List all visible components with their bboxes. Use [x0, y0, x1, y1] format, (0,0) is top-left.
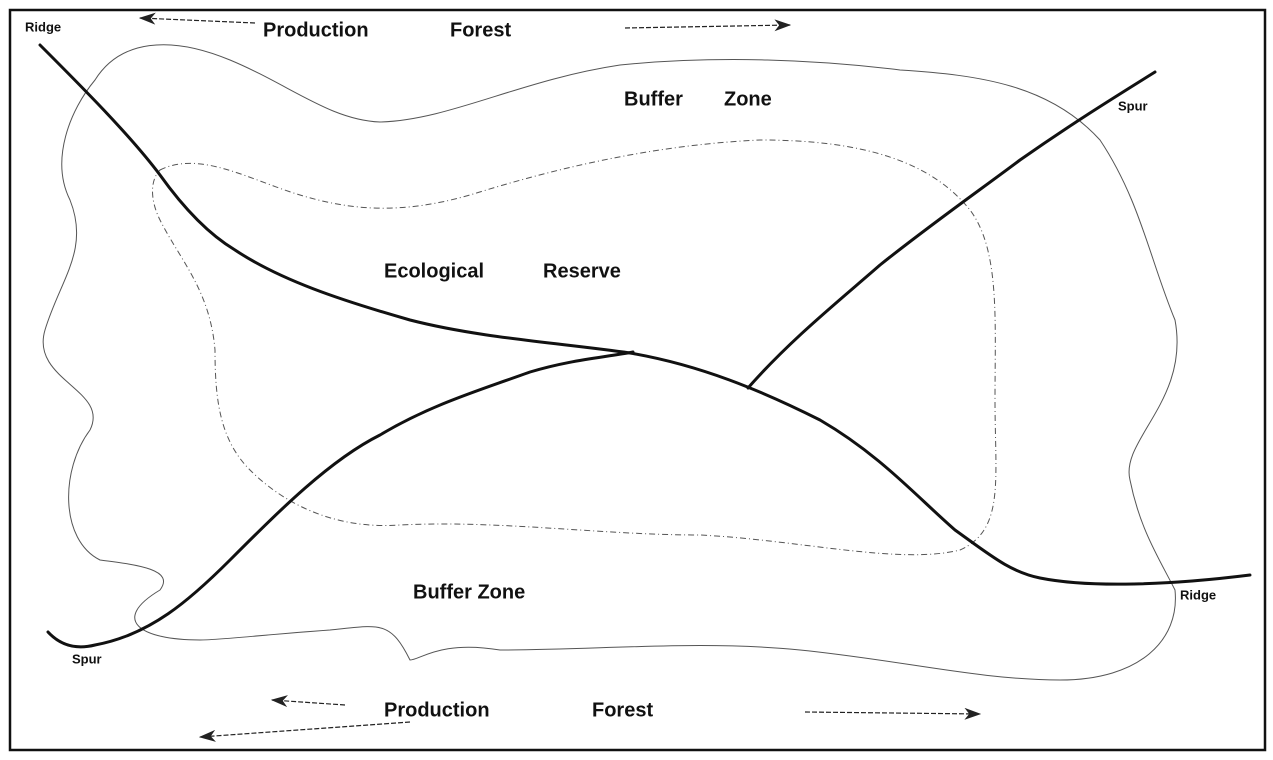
zone-label: Reserve: [543, 260, 621, 282]
zone-label: Forest: [592, 699, 653, 721]
zone-label: Buffer: [624, 88, 683, 110]
zone-label: Buffer Zone: [413, 581, 525, 603]
zone-label: Zone: [724, 88, 772, 110]
spur-label: Spur: [1118, 98, 1148, 113]
spur-line: [46, 350, 635, 649]
reserve-boundary: [152, 139, 997, 556]
ridge-label: Ridge: [25, 19, 61, 34]
buffer-zone-boundary: [42, 44, 1178, 681]
spur-line: [746, 70, 1157, 390]
zone-label: Ecological: [384, 260, 484, 282]
zone-label: Production: [384, 699, 490, 721]
arrow: [804, 707, 982, 720]
arrow: [198, 721, 411, 742]
arrow: [624, 19, 792, 32]
arrow: [270, 695, 346, 708]
arrow: [138, 12, 256, 25]
zone-label: Production: [263, 19, 369, 41]
frame: [8, 8, 1267, 752]
zone-label: Forest: [450, 19, 511, 41]
ridge-label: Ridge: [1180, 587, 1216, 602]
spur-label: Spur: [72, 651, 102, 666]
